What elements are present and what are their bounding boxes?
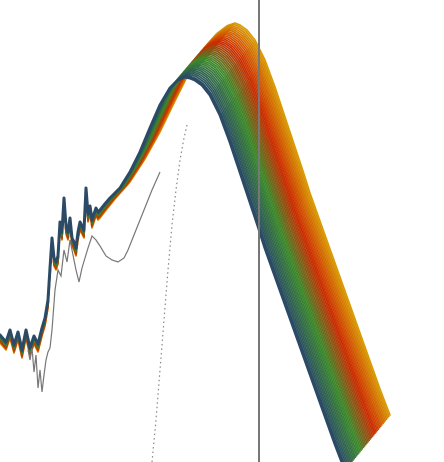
series-group bbox=[0, 22, 391, 462]
series-line-40 bbox=[0, 75, 344, 462]
gray-series-line bbox=[27, 171, 161, 393]
dotted-series-line bbox=[151, 124, 188, 462]
